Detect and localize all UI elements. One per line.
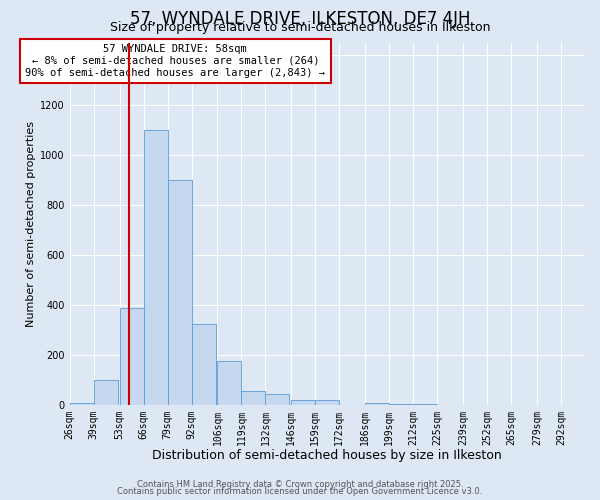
X-axis label: Distribution of semi-detached houses by size in Ilkeston: Distribution of semi-detached houses by … bbox=[152, 450, 502, 462]
Text: 57, WYNDALE DRIVE, ILKESTON, DE7 4JH: 57, WYNDALE DRIVE, ILKESTON, DE7 4JH bbox=[130, 10, 470, 28]
Bar bbox=[365, 402, 389, 405]
Bar bbox=[265, 394, 289, 405]
Bar bbox=[437, 404, 461, 405]
Bar bbox=[143, 130, 167, 405]
Text: Contains HM Land Registry data © Crown copyright and database right 2025.: Contains HM Land Registry data © Crown c… bbox=[137, 480, 463, 489]
Bar bbox=[70, 402, 94, 405]
Bar bbox=[537, 404, 561, 405]
Bar bbox=[463, 404, 487, 405]
Bar bbox=[292, 400, 316, 405]
Bar bbox=[191, 324, 215, 405]
Text: Size of property relative to semi-detached houses in Ilkeston: Size of property relative to semi-detach… bbox=[110, 21, 490, 34]
Y-axis label: Number of semi-detached properties: Number of semi-detached properties bbox=[26, 121, 36, 327]
Bar bbox=[119, 308, 143, 405]
Bar bbox=[241, 392, 265, 405]
Bar bbox=[167, 180, 191, 405]
Text: Contains public sector information licensed under the Open Government Licence v3: Contains public sector information licen… bbox=[118, 487, 482, 496]
Bar bbox=[316, 400, 340, 405]
Bar bbox=[389, 404, 413, 405]
Text: 57 WYNDALE DRIVE: 58sqm
← 8% of semi-detached houses are smaller (264)
90% of se: 57 WYNDALE DRIVE: 58sqm ← 8% of semi-det… bbox=[25, 44, 325, 78]
Bar bbox=[413, 404, 437, 405]
Bar bbox=[94, 380, 118, 405]
Bar bbox=[217, 362, 241, 405]
